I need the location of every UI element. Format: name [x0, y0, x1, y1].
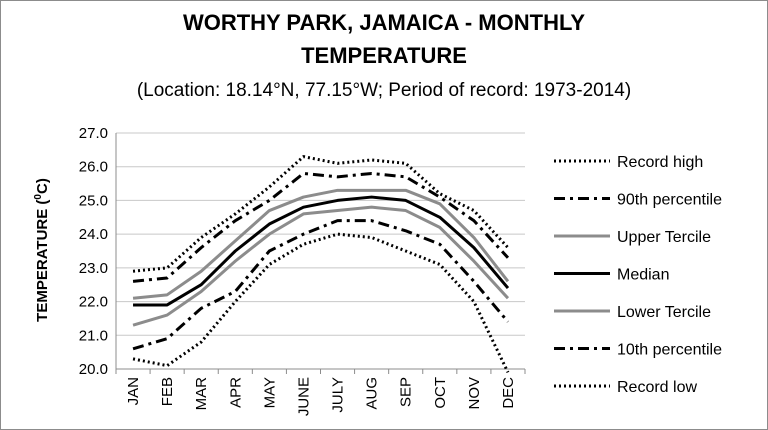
- series-layer: [132, 155, 510, 374]
- y-axis-title-main: TEMPERATURE (: [34, 200, 51, 322]
- y-tick-label: 22.0: [79, 294, 108, 311]
- x-tick-label: APR: [227, 377, 244, 408]
- y-tick-label: 24.0: [79, 226, 108, 243]
- x-tick-label: MAR: [193, 377, 210, 411]
- series-line-lower-tercile: [132, 205, 510, 327]
- y-axis-title: TEMPERATURE (0C): [33, 178, 51, 322]
- y-axis-title-end: C): [34, 178, 51, 194]
- chart-subtitle: (Location: 18.14°N, 77.15°W; Period of r…: [136, 80, 632, 101]
- x-tick-label: DEC: [500, 377, 517, 409]
- series-line-90th-percentile: [132, 171, 510, 283]
- x-tick-label: JUNE: [295, 377, 312, 416]
- y-tick-label: 20.0: [79, 361, 108, 378]
- legend: Record high 90th percentile Upper Tercile M…: [554, 154, 722, 396]
- y-tick-label: 21.0: [79, 327, 108, 344]
- legend-label: 10th percentile: [617, 342, 722, 359]
- legend-label: Upper Tercile: [617, 229, 711, 246]
- y-tick-label: 27.0: [79, 125, 108, 142]
- chart-title-line-1: WORTHY PARK, JAMAICA - MONTHLY: [182, 10, 586, 35]
- series-line-record-high: [132, 155, 510, 273]
- y-tick-label: 26.0: [79, 159, 108, 176]
- y-tick-label: 23.0: [79, 260, 108, 277]
- series-line-upper-tercile: [132, 188, 510, 300]
- x-tick-label: OCT: [432, 377, 449, 409]
- legend-label: 90th percentile: [617, 192, 722, 209]
- x-tick-label: JAN: [125, 377, 142, 405]
- axis-layer: 20.0 21.0 22.0 23.0 24.0 25.0 26.0 27.0 JAN FEB MA…: [79, 125, 526, 416]
- y-tick-label: 25.0: [79, 192, 108, 209]
- series-line-10th-percentile: [132, 219, 510, 351]
- y-axis-title-sup: 0: [33, 194, 44, 200]
- x-tick-label: SEP: [398, 377, 415, 407]
- x-tick-label: MAY: [261, 377, 278, 408]
- legend-label: Record low: [617, 379, 697, 396]
- series-line-median: [133, 195, 510, 307]
- x-tick-label: FEB: [159, 377, 176, 406]
- legend-label: Lower Tercile: [617, 304, 711, 321]
- legend-label: Record high: [617, 154, 703, 171]
- x-tick-label: JULY: [330, 377, 347, 413]
- series-line-record-low: [132, 232, 510, 374]
- legend-label: Median: [617, 267, 669, 284]
- x-tick-label: AUG: [364, 377, 381, 410]
- x-tick-label: NOV: [466, 377, 483, 410]
- chart-title-line-2: TEMPERATURE: [301, 43, 467, 68]
